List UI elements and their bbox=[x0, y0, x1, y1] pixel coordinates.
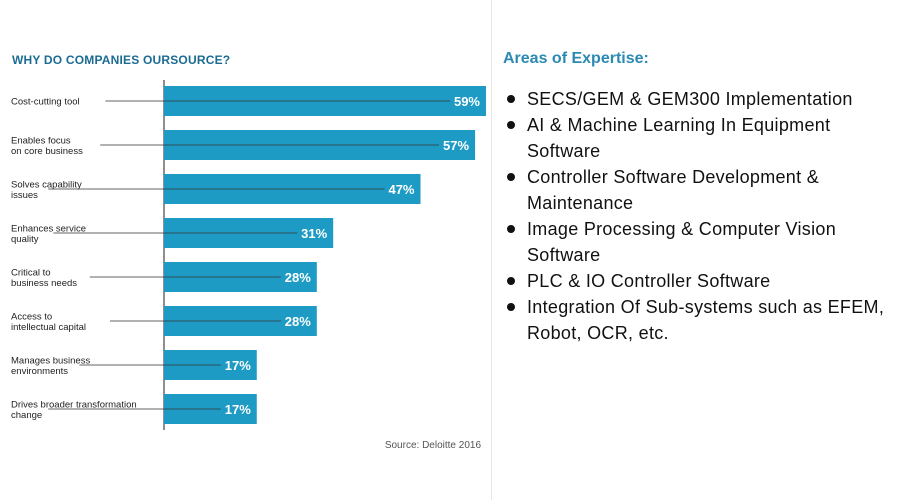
bar-chart: Cost-cutting tool 59% Enables focus on core… bbox=[11, 80, 486, 430]
expertise-item: Image Processing & Computer Vision Softw… bbox=[503, 216, 898, 268]
value-label: 31% bbox=[301, 226, 327, 241]
category-label-line: Critical to bbox=[11, 267, 51, 278]
category-label-line: issues bbox=[11, 190, 38, 201]
value-label: 28% bbox=[285, 314, 311, 329]
expertise-item-label: PLC & IO Controller Software bbox=[527, 271, 771, 291]
category-label: Drives broader transformation change bbox=[11, 399, 137, 421]
category-label: Manages business environments bbox=[11, 355, 90, 377]
category-label-line: environments bbox=[11, 366, 68, 377]
expertise-item-label: Image Processing & Computer Vision Softw… bbox=[527, 219, 837, 265]
expertise-item-label: Controller Software Development & Mainte… bbox=[527, 167, 820, 213]
category-label: Enhances service quality bbox=[11, 223, 86, 245]
category-label: Solves capability issues bbox=[11, 179, 82, 201]
category-label-line: on core business bbox=[11, 146, 83, 157]
expertise-item-label: SECS/GEM & GEM300 Implementation bbox=[527, 89, 853, 109]
category-label-line: change bbox=[11, 410, 42, 421]
category-label: Critical to business needs bbox=[11, 267, 77, 289]
category-label-line: intellectual capital bbox=[11, 322, 86, 333]
category-label-line: Enables focus bbox=[11, 135, 71, 146]
category-label-line: quality bbox=[11, 234, 39, 245]
bullet-icon bbox=[507, 225, 515, 233]
value-label: 28% bbox=[285, 270, 311, 285]
expertise-item: SECS/GEM & GEM300 Implementation bbox=[503, 86, 898, 112]
bullet-icon bbox=[507, 303, 515, 311]
category-label: Enables focus on core business bbox=[11, 135, 83, 157]
value-label: 17% bbox=[225, 358, 251, 373]
bullet-icon bbox=[507, 95, 515, 103]
value-label: 57% bbox=[443, 138, 469, 153]
bullet-icon bbox=[507, 277, 515, 285]
chart-panel: WHY DO COMPANIES OURSOURCE? Cost-cutting… bbox=[11, 53, 486, 451]
category-label: Cost-cutting tool bbox=[11, 97, 80, 108]
expertise-item: Controller Software Development & Mainte… bbox=[503, 164, 898, 216]
category-label-line: business needs bbox=[11, 278, 77, 289]
expertise-panel: Areas of Expertise: SECS/GEM & GEM300 Im… bbox=[492, 0, 900, 500]
bullet-icon bbox=[507, 173, 515, 181]
category-label: Access to intellectual capital bbox=[11, 311, 86, 333]
category-label-line: Access to bbox=[11, 311, 52, 322]
expertise-item: Integration Of Sub-systems such as EFEM,… bbox=[503, 294, 898, 346]
panel-divider bbox=[491, 0, 492, 500]
value-label: 17% bbox=[225, 402, 251, 417]
value-label: 47% bbox=[388, 182, 414, 197]
category-label-line: Cost-cutting tool bbox=[11, 97, 80, 108]
category-label-line: Manages business bbox=[11, 355, 90, 366]
chart-title: WHY DO COMPANIES OURSOURCE? bbox=[12, 53, 231, 67]
expertise-item-label: AI & Machine Learning In Equipment Softw… bbox=[527, 115, 831, 161]
chart-source: Source: Deloitte 2016 bbox=[384, 440, 481, 451]
expertise-list: SECS/GEM & GEM300 Implementation AI & Mac… bbox=[503, 86, 898, 346]
expertise-item: AI & Machine Learning In Equipment Softw… bbox=[503, 112, 898, 164]
expertise-title: Areas of Expertise: bbox=[503, 50, 649, 67]
expertise-item: PLC & IO Controller Software bbox=[503, 268, 898, 294]
category-label-line: Drives broader transformation bbox=[11, 399, 137, 410]
category-label-line: Enhances service bbox=[11, 223, 86, 234]
bullet-icon bbox=[507, 121, 515, 129]
category-label-line: Solves capability bbox=[11, 179, 82, 190]
expertise-item-label: Integration Of Sub-systems such as EFEM,… bbox=[527, 297, 885, 343]
value-label: 59% bbox=[454, 94, 480, 109]
